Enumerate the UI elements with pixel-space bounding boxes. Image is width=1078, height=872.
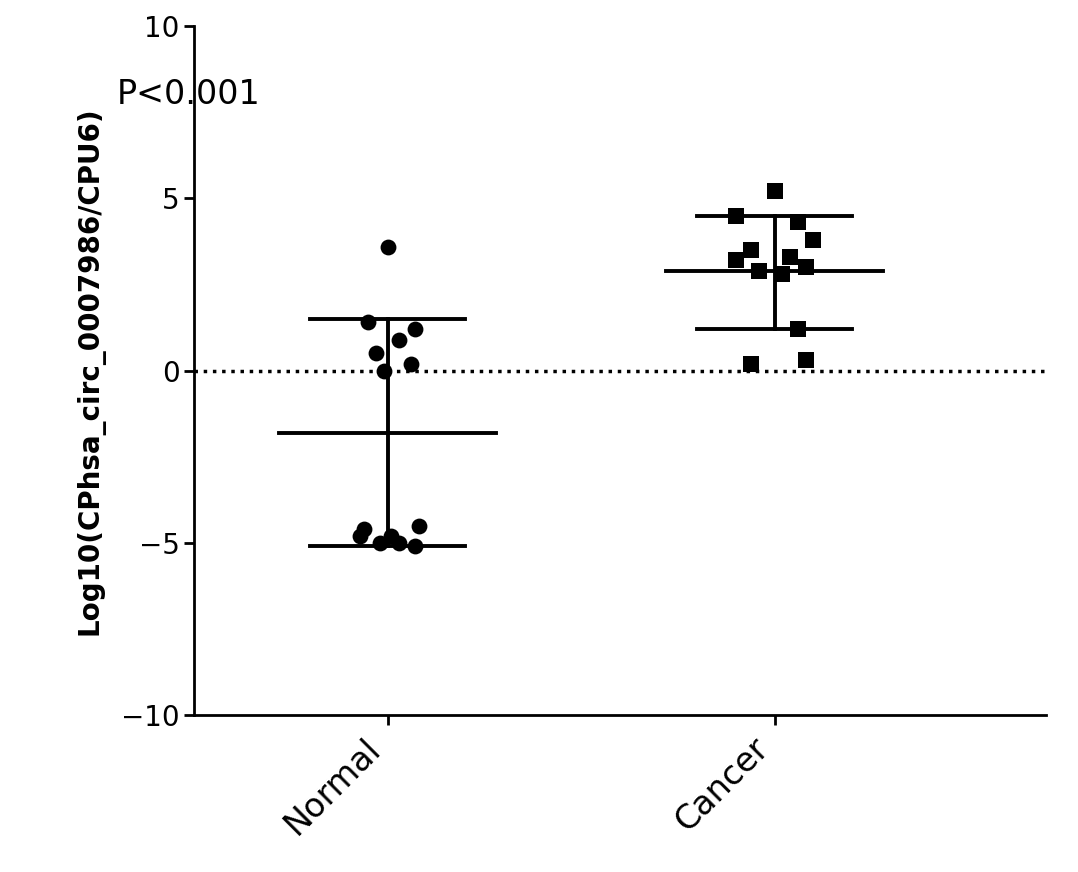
- Point: [789, 215, 806, 229]
- Point: [743, 357, 760, 371]
- Point: [410, 519, 427, 533]
- Point: [782, 250, 799, 264]
- Point: [390, 332, 407, 346]
- Point: [789, 323, 806, 337]
- Point: [368, 346, 385, 360]
- Point: [371, 535, 388, 550]
- Point: [383, 529, 400, 543]
- Text: P<0.001: P<0.001: [116, 78, 261, 111]
- Point: [728, 254, 745, 268]
- Point: [356, 522, 373, 536]
- Point: [805, 233, 823, 247]
- Point: [390, 535, 407, 550]
- Point: [750, 263, 768, 277]
- Point: [379, 240, 397, 254]
- Point: [402, 357, 419, 371]
- Point: [774, 267, 791, 281]
- Point: [406, 323, 424, 337]
- Point: [351, 529, 369, 543]
- Point: [743, 243, 760, 257]
- Y-axis label: Log10(CPhsa_circ_0007986/CPU6): Log10(CPhsa_circ_0007986/CPU6): [75, 106, 105, 635]
- Point: [797, 353, 814, 367]
- Point: [406, 539, 424, 553]
- Point: [375, 364, 392, 378]
- Point: [766, 185, 784, 199]
- Point: [360, 316, 377, 330]
- Point: [728, 208, 745, 222]
- Point: [797, 260, 814, 274]
